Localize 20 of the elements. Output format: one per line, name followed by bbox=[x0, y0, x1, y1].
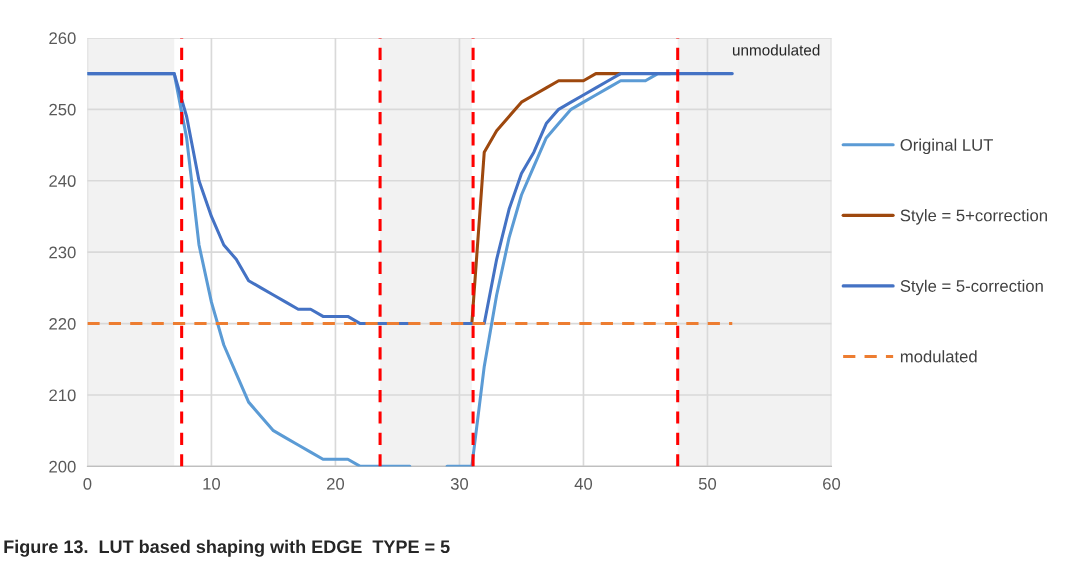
x-tick-label: 0 bbox=[83, 477, 92, 490]
y-tick-label: 200 bbox=[49, 460, 76, 473]
annotation: unmodulated bbox=[732, 44, 820, 56]
y-tick-label: 220 bbox=[49, 317, 76, 330]
x-tick-label: 20 bbox=[327, 477, 345, 490]
x-tick-label: 30 bbox=[450, 477, 469, 490]
x-tick-label: 10 bbox=[203, 477, 221, 490]
x-tick-label: 60 bbox=[823, 477, 841, 490]
legend-label: Style = 5-correction bbox=[900, 279, 1043, 296]
legend-label: Original LUT bbox=[900, 138, 993, 155]
y-tick-label: 260 bbox=[49, 32, 76, 45]
y-tick-label: 230 bbox=[49, 246, 76, 259]
y-tick-label: 250 bbox=[49, 103, 76, 116]
x-tick-label: 50 bbox=[698, 477, 717, 490]
y-tick-label: 210 bbox=[49, 389, 76, 402]
x-tick-label: 40 bbox=[574, 477, 593, 490]
text: Figure 13. LUT based shaping with EDGE TYPE = 5 bbox=[4, 539, 450, 557]
y-tick-label: 240 bbox=[49, 175, 76, 187]
legend-label: modulated bbox=[900, 350, 977, 363]
legend-label: Style = 5+correction bbox=[900, 209, 1047, 225]
